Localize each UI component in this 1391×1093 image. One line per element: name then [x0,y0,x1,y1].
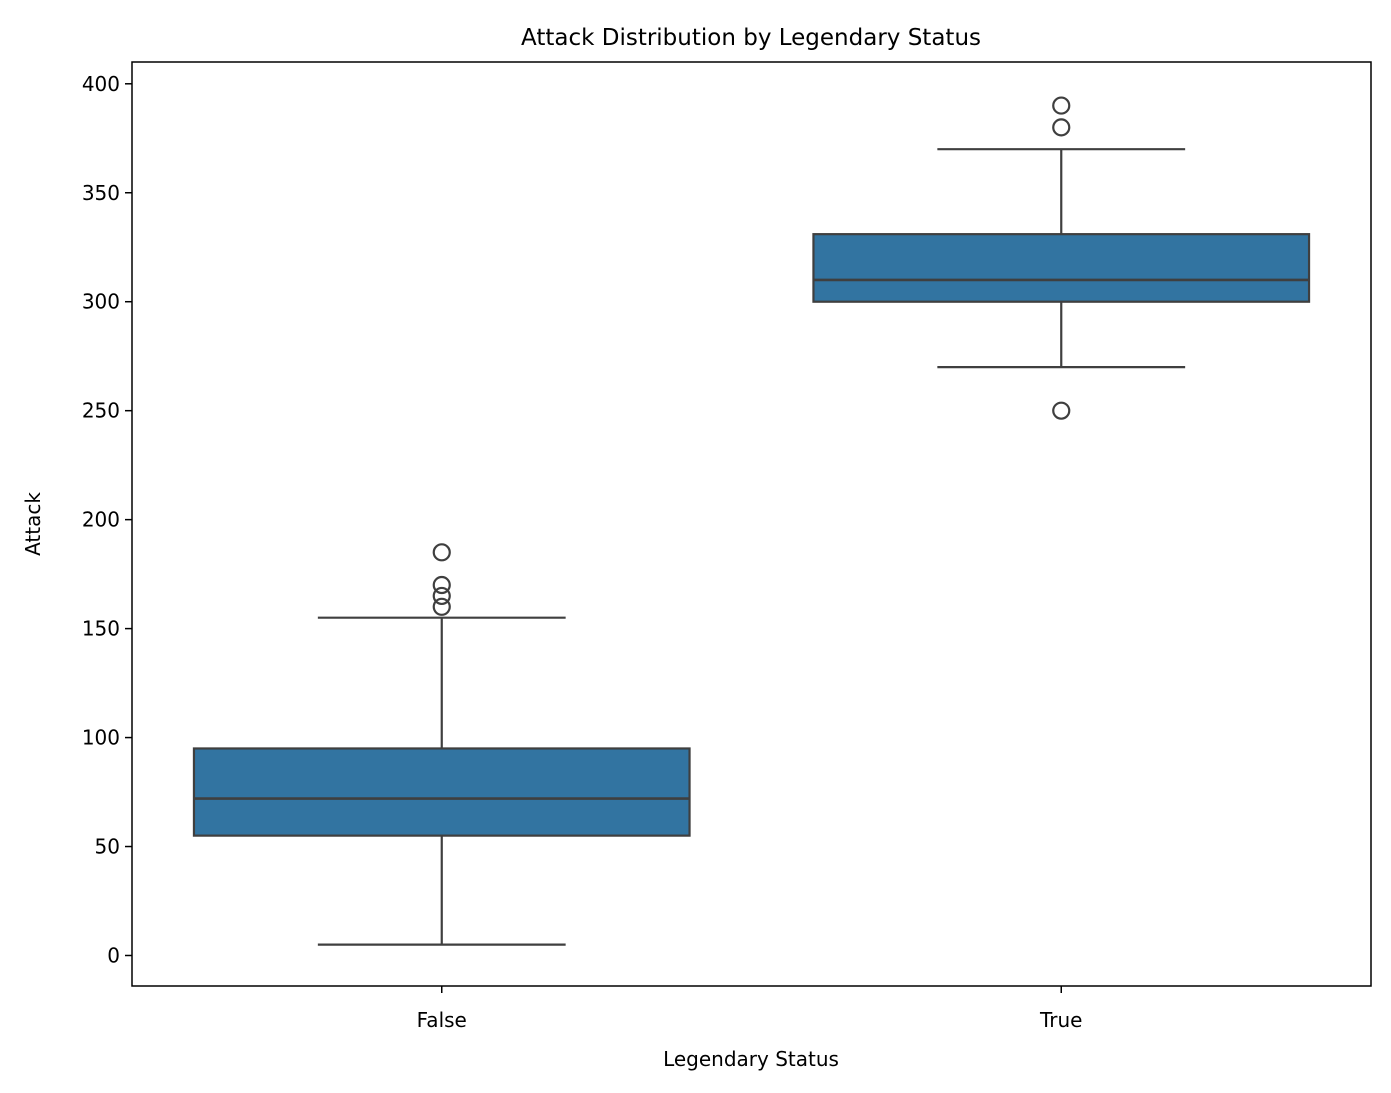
axes-frame [131,61,1372,987]
y-axis-label: Attack [21,492,45,556]
outlier-point [1052,96,1071,115]
box-group-true [812,96,1311,420]
outlier-point [432,597,451,616]
outlier-point [432,586,451,606]
y-tick-label: 350 [82,181,120,205]
y-tick-label: 250 [82,399,120,423]
outlier-point [432,575,451,595]
y-tick-label: 100 [82,726,120,750]
y-tick-label: 300 [82,290,120,314]
iqr-box [192,747,691,837]
x-axis-label: Legendary Status [663,1047,839,1071]
y-axis-ticks: 0 50 100 150 200 250 300 350 400 [82,72,132,967]
y-tick-label: 50 [95,835,120,859]
outlier-point [1052,401,1071,420]
y-tick-label: 0 [107,943,120,967]
x-axis-ticks: False True [417,986,1082,1032]
plot-area [192,96,1311,946]
outlier-point [432,543,451,562]
box-group-false [192,543,691,946]
y-tick-label: 400 [82,72,120,96]
outlier-point [1052,118,1071,137]
y-tick-label: 200 [82,508,120,532]
x-tick-label: False [417,1008,467,1032]
x-tick-label: True [1039,1008,1082,1032]
iqr-box [812,233,1311,303]
chart-title: Attack Distribution by Legendary Status [521,25,981,51]
y-tick-label: 150 [82,617,120,641]
